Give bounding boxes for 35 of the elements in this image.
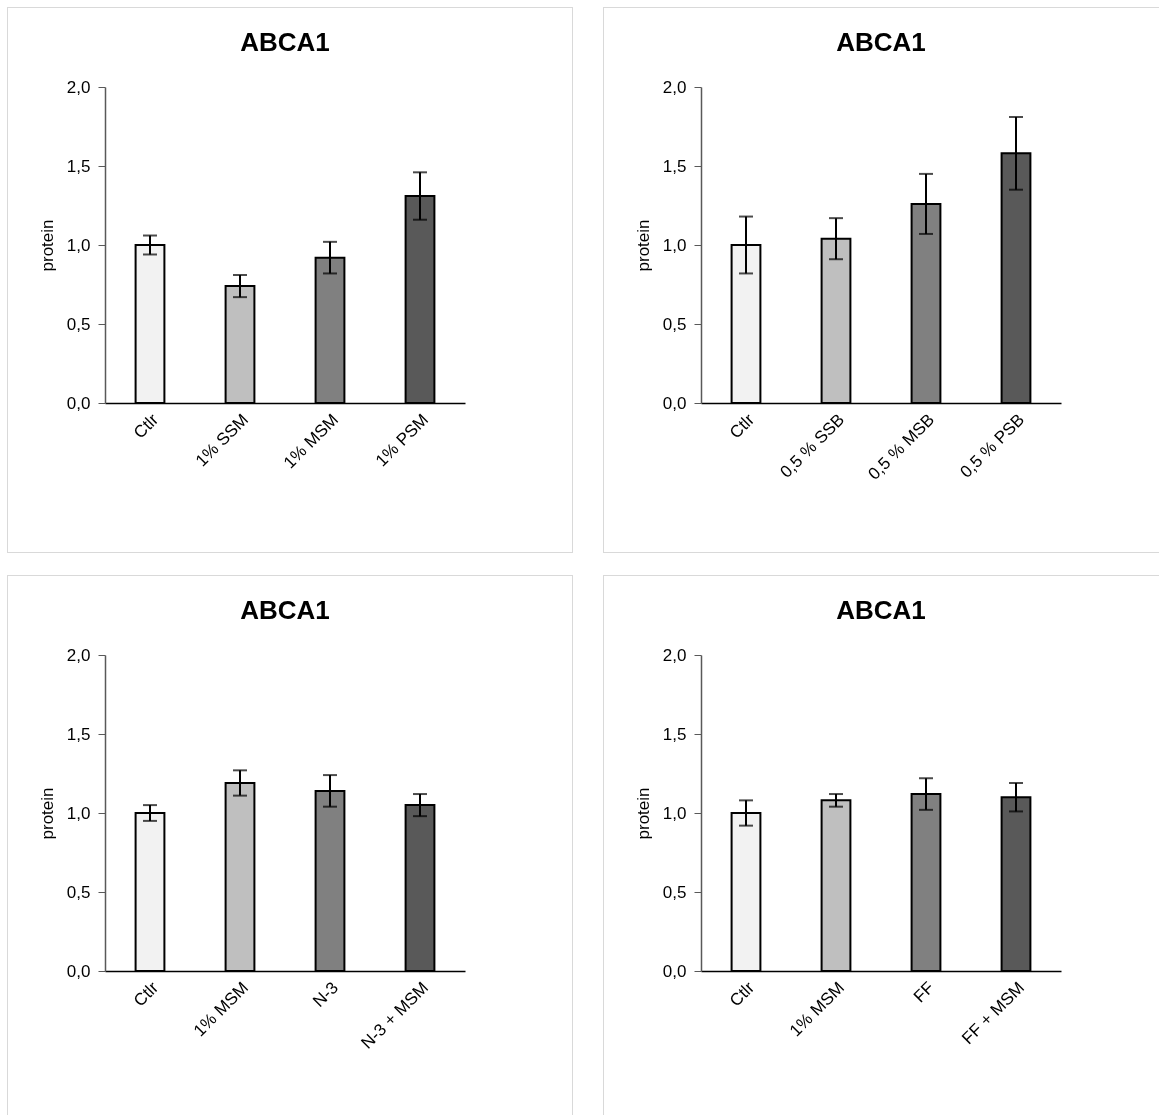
y-axis-title: protein: [37, 219, 57, 272]
y-tick-label: 1,5: [662, 156, 687, 176]
y-tick-label: 2,0: [66, 645, 91, 665]
chart-title: ABCA1: [836, 27, 926, 57]
x-tick-label: Ctlr: [725, 977, 759, 1011]
x-tick-label: Ctlr: [725, 409, 759, 443]
x-tick-label: Ctlr: [129, 977, 163, 1011]
chart-title: ABCA1: [240, 27, 330, 57]
x-tick-label: FF: [909, 978, 939, 1007]
chart-title: ABCA1: [836, 595, 926, 625]
y-tick-label: 1,5: [66, 156, 91, 176]
y-tick-label: 2,0: [662, 77, 687, 97]
y-tick-label: 2,0: [662, 645, 687, 665]
y-tick-label: 0,0: [662, 393, 687, 413]
y-tick-label: 0,5: [662, 314, 687, 334]
y-tick-label: 1,0: [66, 803, 91, 823]
y-tick-label: 0,5: [66, 314, 91, 334]
chart-title: ABCA1: [240, 595, 330, 625]
y-axis-title: protein: [633, 787, 653, 840]
y-tick-label: 0,0: [66, 961, 91, 981]
x-tick-label: N-3: [309, 978, 343, 1011]
y-tick-label: 0,0: [66, 393, 91, 413]
y-axis-title: protein: [633, 219, 653, 272]
x-tick-label: Ctlr: [129, 409, 163, 443]
y-tick-label: 2,0: [66, 77, 91, 97]
y-tick-label: 1,5: [662, 724, 687, 744]
y-tick-label: 1,5: [66, 724, 91, 744]
y-tick-label: 0,0: [662, 961, 687, 981]
x-tick-label: 0,5 % SSB: [776, 410, 849, 482]
y-tick-label: 1,0: [662, 235, 687, 255]
y-tick-label: 0,5: [66, 882, 91, 902]
y-axis-title: protein: [37, 787, 57, 840]
y-tick-label: 1,0: [662, 803, 687, 823]
y-tick-label: 1,0: [66, 235, 91, 255]
y-tick-label: 0,5: [662, 882, 687, 902]
